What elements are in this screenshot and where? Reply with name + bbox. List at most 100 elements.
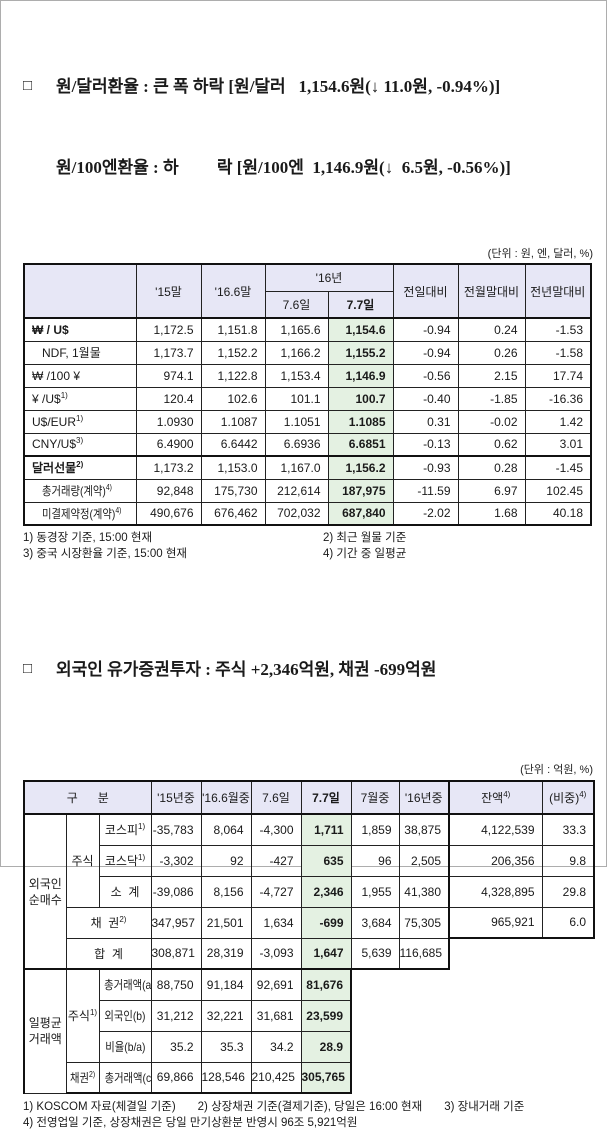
- cell: -39,086: [150, 875, 202, 908]
- cell-highlight: 687,840: [327, 501, 394, 526]
- cell-highlight: 6.6851: [327, 432, 394, 457]
- table1-header-row2: 7.6일 7.7일: [24, 290, 591, 319]
- table-row-stock-ratio: 비율(b/a) 35.2 35.3 34.2 28.9: [24, 1030, 594, 1063]
- cell: 92: [200, 844, 252, 877]
- cell: 1,152.2: [200, 340, 266, 365]
- cell-highlight: 1,154.6: [327, 317, 394, 342]
- cell: 91,184: [200, 968, 252, 1001]
- row-label: 외국인(b): [98, 999, 152, 1032]
- cell: -1.53: [524, 317, 592, 342]
- section2-title: □ 외국인 유가증권투자 : 주식 +2,346억원, 채권 -699억원: [23, 602, 592, 737]
- cell: 8,156: [200, 875, 252, 908]
- table1-unit-caption: (단위 : 원, 엔, 달러, %): [487, 248, 593, 260]
- cell: 40.18: [524, 501, 592, 526]
- cell: 3,684: [350, 906, 400, 939]
- cell: 1,166.2: [264, 340, 329, 365]
- row-label: 달러선물2): [23, 455, 137, 480]
- cell-highlight: 100.7: [327, 386, 394, 411]
- cell-highlight: 2,346: [300, 875, 352, 908]
- cell: 1.68: [457, 501, 526, 526]
- empty-cell: [542, 1062, 594, 1093]
- cell: 2.15: [457, 363, 526, 388]
- cell: 5,639: [350, 937, 400, 970]
- empty-cell: [542, 1000, 594, 1031]
- table1-corner-cell: [23, 263, 137, 319]
- cell: 0.31: [392, 409, 459, 434]
- table-row-cnyusd: CNY/U$3) 6.4900 6.6442 6.6936 6.6851 -0.…: [23, 432, 592, 457]
- cell: 102.45: [524, 478, 592, 503]
- empty-cell: [449, 1062, 542, 1093]
- table-row-bond-turnover: 채권2) 총거래액(c)3) 69,866 128,546 210,425 30…: [24, 1061, 594, 1094]
- cell: 92,848: [135, 478, 202, 503]
- cell: -0.40: [392, 386, 459, 411]
- row-label: ₩ /100 ¥: [23, 363, 137, 388]
- col-header-weight: (비중)4): [541, 780, 595, 815]
- cell: -3,093: [250, 937, 302, 970]
- group-label-net-purchase: 외국인 순매수: [23, 813, 67, 970]
- cell-highlight: 305,765: [300, 1061, 352, 1094]
- empty-cell: [351, 969, 399, 1000]
- cell: 31,681: [250, 999, 302, 1032]
- empty-cell: [399, 969, 449, 1000]
- empty-cell: [542, 938, 594, 969]
- cell: -427: [250, 844, 302, 877]
- table2-footnotes: 1) KOSCOM 자료(체결일 기준) 2) 상장채권 기준(결제기준), 당…: [23, 1099, 601, 1131]
- cell: 29.8: [541, 875, 595, 908]
- footnote: 1) 동경장 기준, 15:00 현재: [23, 532, 153, 544]
- cell: 41,380: [398, 875, 450, 908]
- table-row-stock-foreign: 외국인(b) 31,212 32,221 31,681 23,599: [24, 999, 594, 1032]
- cell-highlight: 1,647: [300, 937, 352, 970]
- empty-cell: [399, 1000, 449, 1031]
- cell: 0.26: [457, 340, 526, 365]
- table-row-volume: 총거래량(계약)4) 92,848 175,730 212,614 187,97…: [23, 478, 592, 503]
- cell: 1,173.7: [135, 340, 202, 365]
- cell: 34.2: [250, 1030, 302, 1063]
- cell: 206,356: [448, 844, 543, 877]
- col-header-prev-year: 전년말대비: [524, 263, 592, 319]
- cell: -35,783: [150, 813, 202, 846]
- col-header-jul7: 7.7일: [300, 780, 352, 815]
- table-row-bond: 채 권2) 347,957 21,501 1,634 -699 3,684 75…: [24, 906, 595, 939]
- col-header-gubun: 구 분: [23, 780, 152, 815]
- table-row-kospi: 외국인 순매수 주식 코스피1) -35,783 8,064 -4,300 1,7…: [23, 813, 595, 970]
- row-label: U$/EUR1): [23, 409, 137, 434]
- sub-label-bond: 채권2): [65, 1061, 100, 1094]
- cell: 0.28: [457, 455, 526, 480]
- footnote: 4) 기간 중 일평균: [323, 548, 407, 560]
- table2-unit-caption: (단위 : 억원, %): [520, 764, 593, 776]
- table-row-ndf: NDF, 1월물 1,173.7 1,152.2 1,166.2 1,155.2…: [23, 340, 592, 365]
- row-label: 코스피1): [98, 813, 152, 846]
- cell: 1,172.5: [135, 317, 202, 342]
- foreign-investment-table: 구 분 '15년중 '16.6월중 7.6일 7.7일 7월중 '16년중 잔액…: [23, 780, 595, 1094]
- cell: 38,875: [398, 813, 450, 846]
- cell: -11.59: [392, 478, 459, 503]
- table2-header-row: 구 분 '15년중 '16.6월중 7.6일 7.7일 7월중 '16년중 잔액…: [23, 780, 595, 815]
- cell: 1,955: [350, 875, 400, 908]
- cell: 35.3: [200, 1030, 252, 1063]
- cell: 35.2: [150, 1030, 202, 1063]
- row-label: 총거래액(c)3): [98, 1061, 152, 1094]
- cell: 4,122,539: [448, 813, 543, 846]
- table-row-usd: ₩ / U$ 1,172.5 1,151.8 1,165.6 1,154.6 -…: [23, 317, 592, 342]
- cell-highlight: 1,155.2: [327, 340, 394, 365]
- empty-cell: [542, 1031, 594, 1062]
- row-label: CNY/U$3): [23, 432, 137, 457]
- cell: -0.94: [392, 317, 459, 342]
- table1-header-row1: '15말 '16.6말 '16년 전일대비 전월말대비 전년말대비: [23, 263, 592, 319]
- empty-cell: [399, 1031, 449, 1062]
- exchange-rate-table: '15말 '16.6말 '16년 전일대비 전월말대비 전년말대비 7.6일 7…: [23, 263, 592, 526]
- col-header-166month: '16.6월중: [200, 780, 252, 815]
- cell: 32,221: [200, 999, 252, 1032]
- table-row-open-interest: 미결제약정(계약)4) 490,676 676,462 702,032 687,…: [23, 501, 592, 526]
- cell-highlight: 1,711: [300, 813, 352, 846]
- cell: 21,501: [200, 906, 252, 939]
- cell: 28,319: [200, 937, 252, 970]
- footnote: 3) 장내거래 기준: [444, 1101, 525, 1113]
- cell: 676,462: [200, 501, 266, 526]
- cell-highlight: 1,146.9: [327, 363, 394, 388]
- col-header-jul6: 7.6일: [250, 780, 302, 815]
- cell: 0.62: [457, 432, 526, 457]
- cell: 702,032: [264, 501, 329, 526]
- col-header-15year: '15년중: [150, 780, 202, 815]
- row-label: ¥ /U$1): [23, 386, 137, 411]
